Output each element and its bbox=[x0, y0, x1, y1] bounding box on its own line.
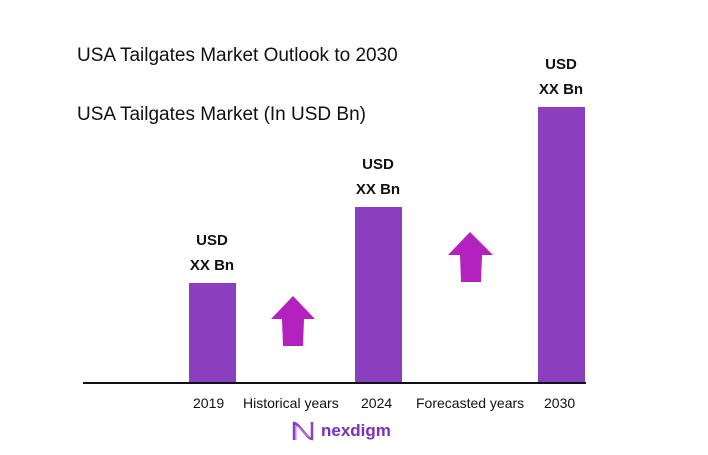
x-axis bbox=[83, 382, 586, 384]
data-label: USD XX Bn bbox=[355, 156, 401, 198]
up-arrow-icon bbox=[271, 296, 315, 346]
chart-subtitle: USA Tailgates Market (In USD Bn) bbox=[77, 104, 366, 125]
tick-label: 2030 bbox=[544, 395, 576, 411]
tick-label: 2024 bbox=[361, 395, 393, 411]
bar-2030 bbox=[538, 107, 585, 383]
up-arrow-icon bbox=[448, 232, 493, 282]
period-label-forecast: Forecasted years bbox=[416, 395, 525, 411]
tick-label: 2019 bbox=[193, 395, 225, 411]
period-label-historical: Historical years bbox=[243, 395, 339, 411]
nexdigm-logo: nexdigm bbox=[291, 420, 391, 442]
data-label: USD XX Bn bbox=[189, 232, 235, 274]
bar-2019 bbox=[189, 283, 236, 383]
bar-2024 bbox=[355, 207, 402, 383]
chart-title: USA Tailgates Market Outlook to 2030 bbox=[77, 45, 398, 66]
brand-name: nexdigm bbox=[321, 421, 391, 440]
data-label: USD XX Bn bbox=[538, 56, 584, 98]
